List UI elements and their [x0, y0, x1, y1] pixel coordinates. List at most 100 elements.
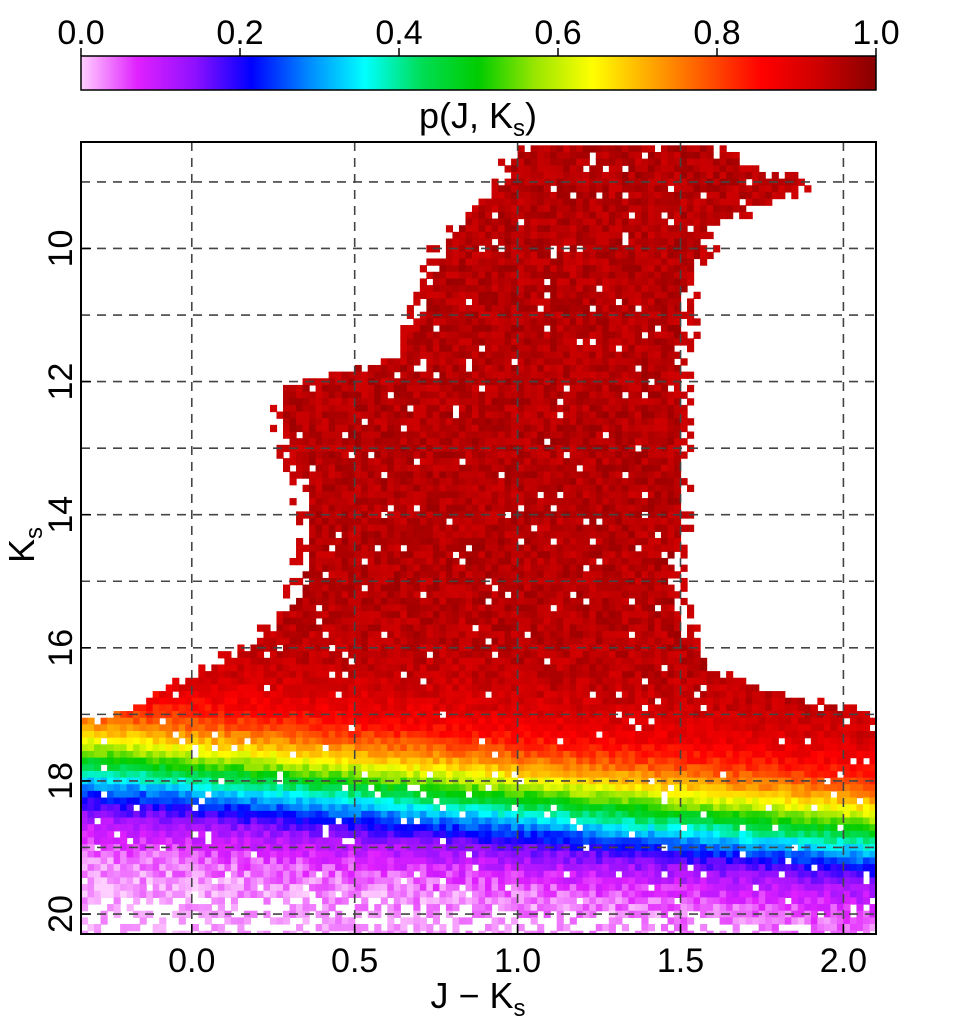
heatmap-cell	[660, 531, 669, 539]
heatmap-cell	[511, 484, 519, 493]
heatmap-cell	[576, 717, 584, 725]
heatmap-cell	[354, 404, 362, 413]
heatmap-cell	[654, 265, 662, 273]
heatmap-cell	[647, 524, 656, 532]
heatmap-cell	[641, 171, 649, 180]
heatmap-cell	[576, 657, 584, 666]
heatmap-cell	[595, 604, 603, 612]
heatmap-cell	[471, 218, 480, 226]
heatmap-cell	[543, 564, 551, 572]
heatmap-cell	[550, 231, 558, 240]
heatmap-cell	[667, 724, 675, 732]
heatmap-cell	[315, 684, 323, 692]
heatmap-cell	[563, 325, 571, 333]
heatmap-cell	[511, 458, 519, 466]
heatmap-cell	[250, 704, 258, 712]
heatmap-cell	[687, 258, 695, 266]
heatmap-cell	[615, 404, 623, 413]
heatmap-cell	[791, 711, 799, 719]
heatmap-cell	[367, 684, 375, 692]
heatmap-cell	[309, 697, 317, 705]
heatmap-cell	[276, 717, 284, 725]
heatmap-cell	[615, 717, 623, 725]
heatmap-cell	[341, 531, 349, 539]
heatmap-cell	[302, 731, 310, 739]
heatmap-cell	[511, 305, 519, 313]
heatmap-cell	[478, 298, 486, 306]
heatmap-cell	[673, 611, 682, 619]
heatmap-cell	[393, 724, 401, 732]
heatmap-cell	[511, 524, 519, 532]
heatmap-cell	[732, 198, 740, 206]
heatmap-cell	[445, 478, 454, 486]
heatmap-cell	[445, 704, 454, 712]
heatmap-cell	[647, 471, 656, 479]
heatmap-cell	[537, 318, 545, 326]
heatmap-cell	[452, 498, 460, 506]
heatmap-cell	[413, 711, 421, 719]
heatmap-cell	[426, 664, 434, 672]
heatmap-cell	[537, 464, 545, 473]
heatmap-cell	[393, 664, 401, 672]
heatmap-cell	[289, 398, 297, 406]
heatmap-cell	[530, 504, 538, 512]
heatmap-cell	[335, 671, 343, 679]
heatmap-cell	[628, 651, 636, 659]
heatmap-cell	[563, 637, 571, 646]
heatmap-cell	[256, 731, 265, 739]
heatmap-cell	[778, 178, 786, 186]
heatmap-cell	[550, 438, 558, 446]
heatmap-cell	[543, 431, 551, 439]
heatmap-cell	[797, 717, 805, 725]
heatmap-cell	[700, 211, 708, 220]
heatmap-cell	[485, 551, 493, 559]
heatmap-cell	[530, 218, 538, 226]
heatmap-cell	[628, 411, 636, 419]
heatmap-cell	[745, 717, 753, 725]
heatmap-cell	[478, 724, 486, 732]
heatmap-cell	[628, 258, 636, 266]
heatmap-cell	[296, 624, 304, 632]
heatmap-cell	[504, 231, 512, 240]
heatmap-cell	[458, 378, 467, 386]
heatmap-cell	[550, 278, 558, 286]
heatmap-cell	[517, 571, 525, 579]
heatmap-cell	[458, 564, 467, 572]
heatmap-cell	[530, 438, 538, 446]
heatmap-cell	[569, 531, 577, 539]
heatmap-cell	[374, 671, 382, 679]
heatmap-cell	[595, 151, 603, 160]
heatmap-cell	[543, 544, 551, 552]
heatmap-cell	[393, 591, 401, 599]
heatmap-cell	[582, 325, 590, 333]
heatmap-cell	[608, 278, 616, 286]
heatmap-cell	[634, 611, 643, 619]
heatmap-cell	[530, 231, 538, 240]
heatmap-cell	[556, 551, 564, 559]
heatmap-cell	[471, 205, 480, 213]
heatmap-cell	[582, 171, 590, 180]
heatmap-cell	[621, 518, 629, 526]
heatmap-cell	[452, 351, 460, 359]
heatmap-cell	[647, 677, 656, 686]
heatmap-cell	[582, 657, 590, 666]
heatmap-cell	[537, 451, 545, 459]
heatmap-cell	[830, 704, 838, 712]
heatmap-cell	[458, 331, 467, 339]
heatmap-cell	[726, 717, 734, 725]
heatmap-cell	[530, 557, 538, 566]
heatmap-cell	[628, 637, 636, 646]
heatmap-cell	[445, 498, 454, 506]
heatmap-cell	[322, 557, 330, 566]
heatmap-cell	[673, 398, 682, 406]
heatmap-cell	[432, 557, 441, 566]
heatmap-cell	[387, 617, 395, 626]
heatmap-cell	[341, 691, 349, 699]
heatmap-cell	[517, 484, 525, 493]
heatmap-cell	[667, 677, 675, 686]
heatmap-cell	[478, 424, 486, 433]
heatmap-cell	[465, 531, 473, 539]
heatmap-cell	[530, 498, 538, 506]
heatmap-cell	[504, 411, 512, 419]
heatmap-cell	[413, 391, 421, 399]
